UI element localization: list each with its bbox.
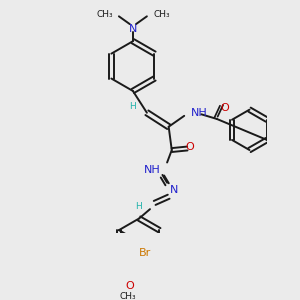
Text: CH₃: CH₃ xyxy=(96,10,113,19)
Text: NH: NH xyxy=(144,165,161,175)
Text: O: O xyxy=(220,103,229,113)
Text: N: N xyxy=(129,24,137,34)
Text: O: O xyxy=(126,281,134,291)
Text: Br: Br xyxy=(139,248,152,259)
Text: CH₃: CH₃ xyxy=(153,10,170,19)
Text: H: H xyxy=(129,102,136,111)
Text: O: O xyxy=(186,142,194,152)
Text: N: N xyxy=(170,185,178,196)
Text: CH₃: CH₃ xyxy=(120,292,136,300)
Text: H: H xyxy=(136,202,142,211)
Text: NH: NH xyxy=(190,108,207,118)
